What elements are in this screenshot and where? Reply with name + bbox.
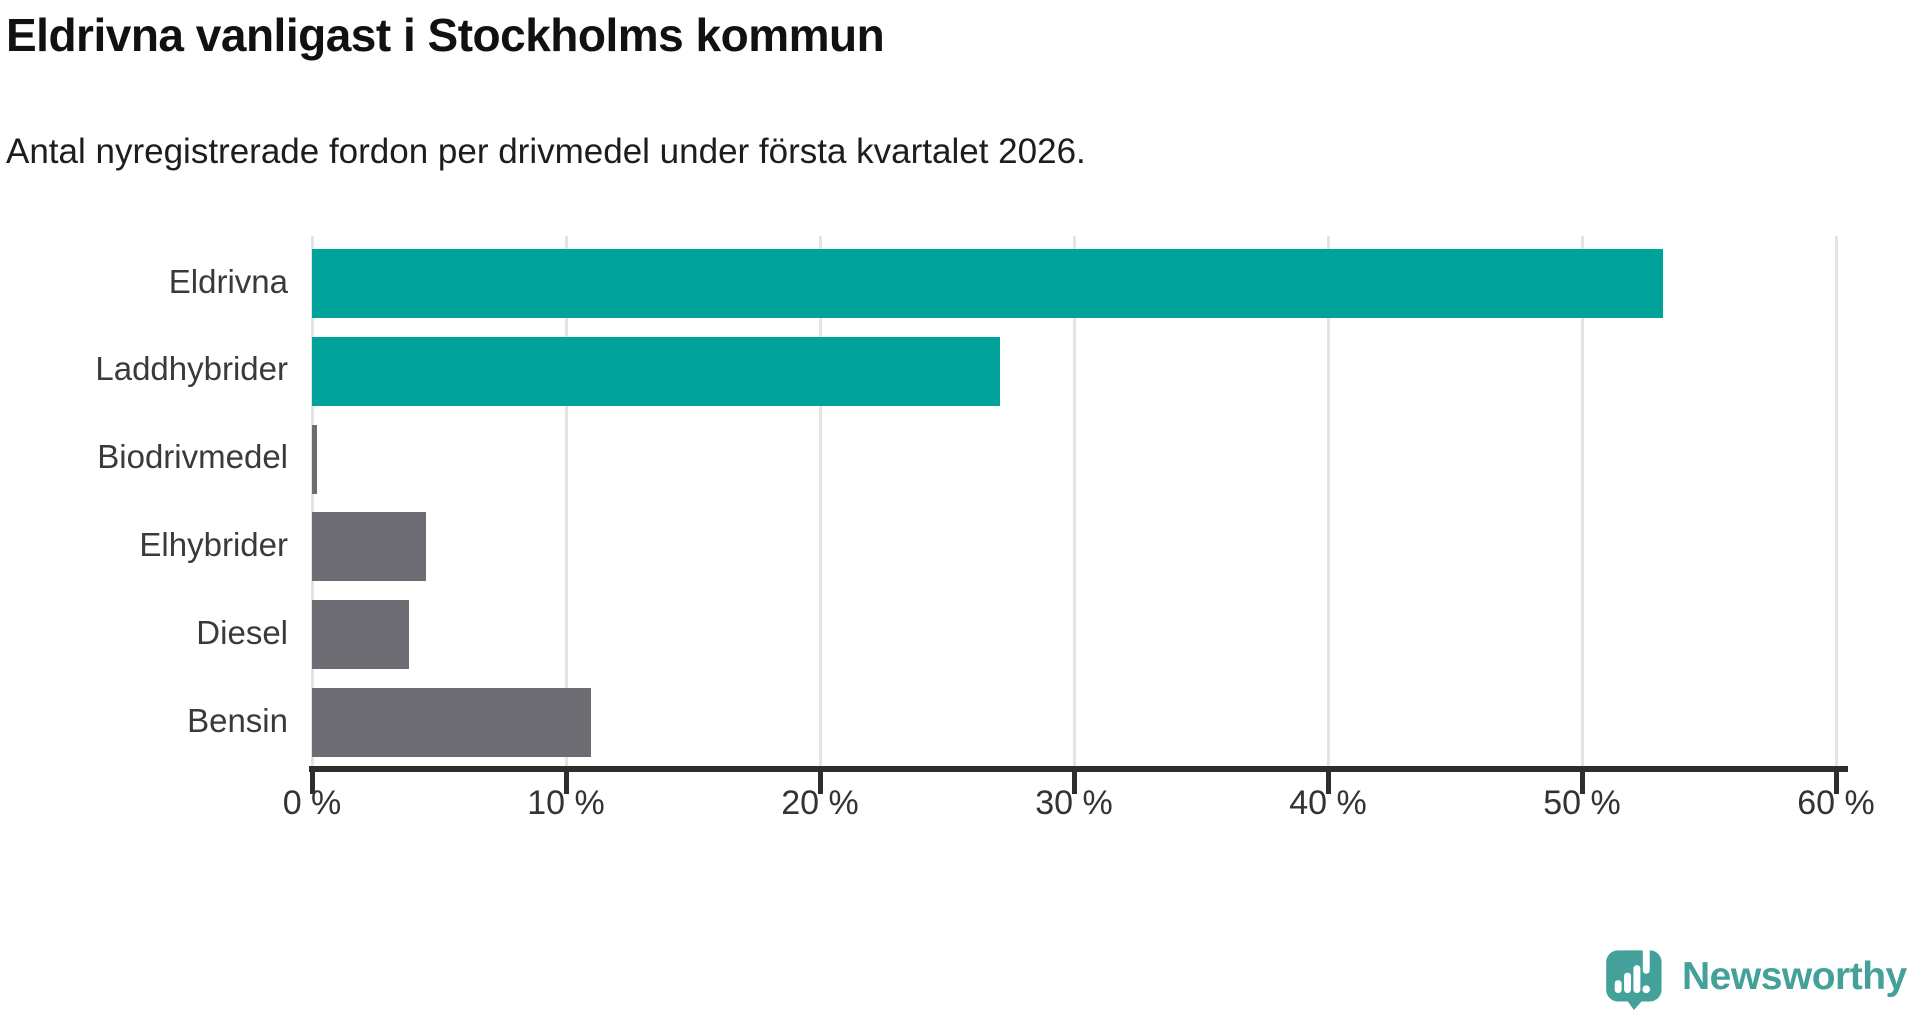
x-tick-label: 10 % [527, 784, 605, 822]
category-label-eldrivna: Eldrivna [168, 262, 288, 300]
x-tick-label: 50 % [1543, 784, 1621, 822]
x-axis-tick [1325, 766, 1331, 794]
newsworthy-logo-text: Newsworthy [1682, 955, 1907, 998]
x-gridline [310, 236, 314, 766]
bar-elhybrider [312, 512, 427, 582]
bar-diesel [312, 600, 409, 670]
x-gridline [564, 236, 568, 766]
x-tick-label: 40 % [1289, 784, 1367, 822]
category-label-diesel: Diesel [196, 613, 288, 651]
category-label-biodrivmedel: Biodrivmedel [97, 438, 288, 476]
x-gridline [818, 236, 822, 766]
x-tick-label: 20 % [781, 784, 859, 822]
category-label-elhybrider: Elhybrider [139, 525, 288, 563]
x-tick-label: 60 % [1797, 784, 1875, 822]
x-axis-tick [1071, 766, 1077, 794]
bar-bensin [312, 688, 592, 757]
bar-laddhybrider [312, 336, 1001, 406]
x-gridline [1834, 236, 1838, 766]
x-axis-tick [563, 766, 569, 794]
x-axis-tick [1833, 766, 1839, 794]
bar-biodrivmedel [312, 424, 318, 494]
x-axis-tick [309, 766, 315, 794]
x-gridline [1072, 236, 1076, 766]
bar-eldrivna [312, 249, 1664, 318]
category-label-laddhybrider: Laddhybrider [95, 350, 288, 388]
x-gridline [1580, 236, 1584, 766]
x-axis-tick [817, 766, 823, 794]
x-axis-tick [1579, 766, 1585, 794]
x-tick-label: 30 % [1035, 784, 1113, 822]
x-axis-line [309, 766, 1848, 772]
x-gridline [1326, 236, 1330, 766]
chart-title: Eldrivna vanligast i Stockholms kommun [6, 9, 885, 61]
newsworthy-logo: Newsworthy [1606, 944, 1907, 1010]
category-label-bensin: Bensin [187, 701, 288, 739]
newsworthy-bubble-barchart-icon [1606, 944, 1662, 1010]
chart-subtitle: Antal nyregistrerade fordon per drivmede… [6, 132, 1086, 171]
x-tick-label: 0 % [282, 784, 342, 822]
